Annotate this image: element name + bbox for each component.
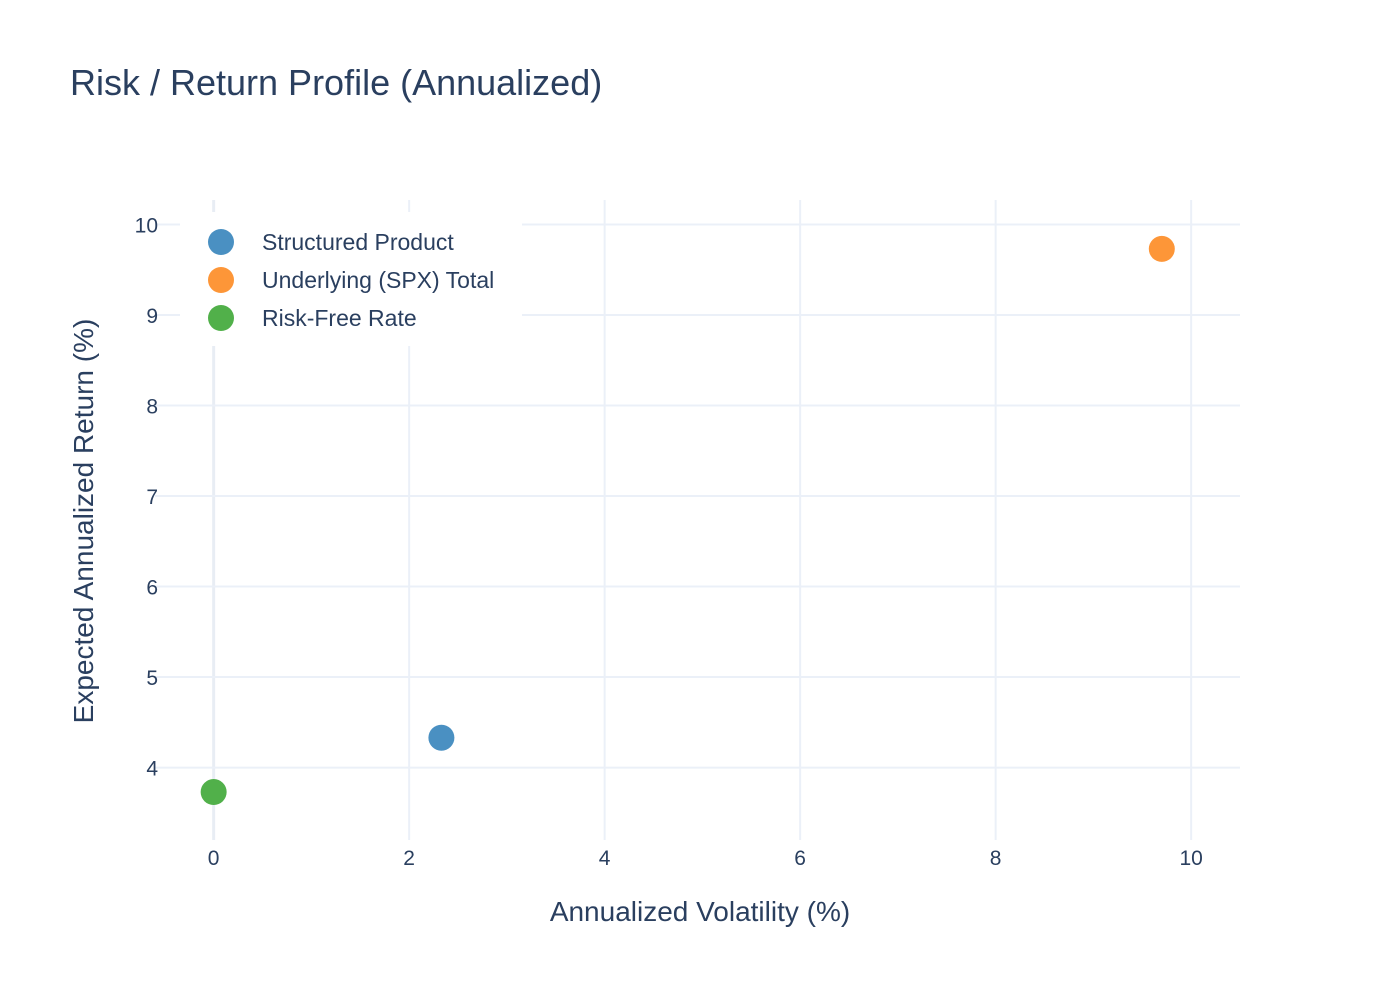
x-tick-label: 10 bbox=[1179, 847, 1202, 870]
chart-title: Risk / Return Profile (Annualized) bbox=[70, 62, 603, 103]
x-tick-label: 8 bbox=[990, 847, 1002, 870]
y-tick-label: 8 bbox=[146, 395, 158, 418]
x-tick-label: 4 bbox=[599, 847, 611, 870]
legend-marker bbox=[208, 305, 234, 331]
y-tick-label: 9 bbox=[146, 305, 158, 328]
y-tick-label: 4 bbox=[146, 758, 158, 781]
scatter-point bbox=[1148, 235, 1175, 262]
legend-marker bbox=[208, 229, 234, 255]
scatter-point bbox=[200, 779, 227, 806]
legend-marker bbox=[208, 267, 234, 293]
data-points bbox=[200, 235, 1175, 806]
tick-labels: 0 2 4 6 8 10 4 5 6 7 8 9 10 bbox=[135, 214, 1203, 870]
x-tick-label: 0 bbox=[208, 847, 220, 870]
y-tick-label: 7 bbox=[146, 486, 158, 509]
y-tick-label: 6 bbox=[146, 577, 158, 600]
legend-label: Risk-Free Rate bbox=[262, 305, 417, 331]
legend: Structured Product Underlying (SPX) Total… bbox=[180, 212, 522, 346]
legend-label: Underlying (SPX) Total bbox=[262, 267, 494, 293]
scatter-point bbox=[428, 724, 455, 751]
grid-layer bbox=[155, 200, 1240, 840]
x-tick-label: 2 bbox=[403, 847, 415, 870]
y-tick-label: 5 bbox=[146, 667, 158, 690]
y-tick-label: 10 bbox=[135, 214, 158, 237]
x-axis-title: Annualized Volatility (%) bbox=[550, 896, 850, 927]
legend-label: Structured Product bbox=[262, 229, 454, 255]
x-tick-label: 6 bbox=[794, 847, 806, 870]
y-axis-title: Expected Annualized Return (%) bbox=[68, 319, 99, 724]
legend-background bbox=[180, 212, 522, 346]
